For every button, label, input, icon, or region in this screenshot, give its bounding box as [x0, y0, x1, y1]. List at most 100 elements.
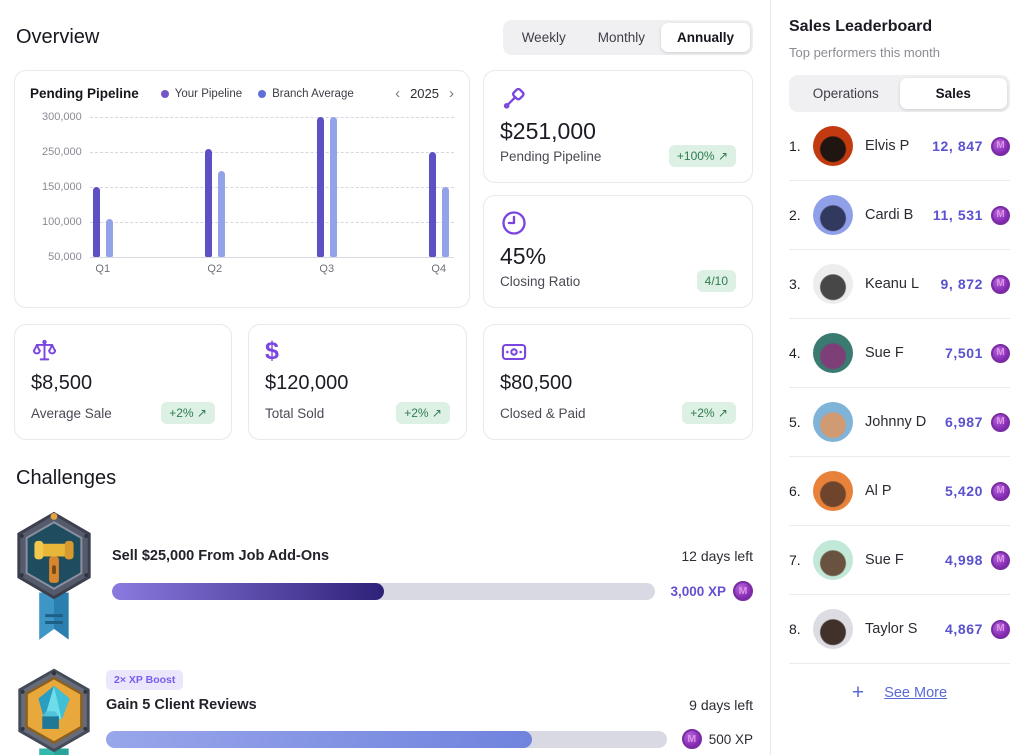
leaderboard-avatar: [813, 609, 853, 649]
challenge-progress-bar: [112, 582, 656, 600]
chevron-left-icon[interactable]: ‹: [395, 85, 401, 102]
leaderboard-avatar: [813, 195, 853, 235]
tab-operations[interactable]: Operations: [792, 78, 900, 109]
stat-label: Total Sold: [265, 405, 325, 421]
rank-label: 4.: [789, 345, 801, 361]
chart-header: Pending Pipeline Your Pipeline Branch Av…: [30, 86, 454, 101]
days-left: 9 days left: [689, 697, 753, 713]
leaderboard-list: 1. Elvis P 12, 847 M 2. Cardi B 11, 531 …: [789, 112, 1010, 664]
progress-row: M 500 XP: [106, 729, 753, 749]
tab-weekly[interactable]: Weekly: [506, 23, 582, 52]
closing-ratio-kpi-card: 45% Closing Ratio 4/10: [483, 195, 753, 308]
bar: [428, 152, 436, 257]
leaderboard-row[interactable]: 4. Sue F 7,501 M: [789, 319, 1010, 388]
plus-icon[interactable]: +: [851, 681, 865, 704]
tab-sales[interactable]: Sales: [899, 78, 1007, 109]
leaderboard-title: Sales Leaderboard: [789, 18, 933, 35]
challenge-title: Sell $25,000 From Job Add-Ons: [112, 548, 330, 564]
clock-icon: [500, 209, 736, 239]
leaderboard-row[interactable]: 8. Taylor S 4,867 M: [789, 595, 1010, 664]
average-sale-card: $8,500 Average Sale +2% ↗: [14, 324, 232, 440]
challenge-content: Sell $25,000 From Job Add-Ons 12 days le…: [98, 508, 753, 648]
challenge-content: 2× XP Boost Gain 5 Client Reviews 9 days…: [98, 666, 753, 755]
bar-group-Q3: [316, 117, 337, 257]
chevron-right-icon[interactable]: ›: [449, 85, 454, 102]
leaderboard-row[interactable]: 3. Keanu L 9, 872 M: [789, 250, 1010, 319]
page-title: Overview: [16, 26, 100, 48]
challenge-row: 2× XP Boost Gain 5 Client Reviews 9 days…: [14, 666, 753, 755]
leaderboard-row[interactable]: 1. Elvis P 12, 847 M: [789, 112, 1010, 181]
legend-item: Your Pipeline: [160, 88, 242, 100]
leaderboard-row[interactable]: 5. Johnny D 6,987 M: [789, 388, 1010, 457]
member-name: Keanu L: [865, 276, 920, 292]
coin-icon: M: [991, 481, 1010, 501]
kpi-label: Pending Pipeline: [500, 148, 602, 164]
change-badge: +2% ↗: [161, 402, 215, 424]
challenge-progress-bar: [106, 730, 667, 748]
x-axis-tick-label: Q4: [431, 263, 447, 275]
year-label: 2025: [410, 86, 439, 101]
xp-reward: M 500 XP: [681, 729, 753, 749]
challenge-progress-fill: [112, 582, 384, 600]
y-axis-tick-label: 300,000: [41, 111, 82, 123]
tab-monthly[interactable]: Monthly: [582, 23, 661, 52]
leaderboard-row[interactable]: 7. Sue F 4,998 M: [789, 526, 1010, 595]
challenge-title: Gain 5 Client Reviews: [106, 697, 257, 713]
xp-coin-icon: M: [733, 581, 753, 601]
dollar-icon: $: [265, 337, 279, 365]
member-name: Al P: [865, 483, 892, 499]
y-axis-tick-label: 250,000: [41, 146, 82, 158]
bar-group-Q4: [428, 152, 449, 257]
progress-row: 3,000 XP M: [112, 581, 753, 601]
leaderboard-avatar: [813, 402, 853, 442]
challenge-toprow: Gain 5 Client Reviews 9 days left: [106, 697, 753, 713]
member-name: Cardi B: [865, 207, 914, 223]
leaderboard-row[interactable]: 2. Cardi B 11, 531 M: [789, 181, 1010, 250]
leaderboard-row[interactable]: 6. Al P 5,420 M: [789, 457, 1010, 526]
main-column: Overview Weekly Monthly Annually Pending…: [10, 20, 753, 755]
x-axis-tick-label: Q2: [207, 263, 223, 275]
leaderboard-avatar: [813, 126, 853, 166]
chart-gridline: [89, 117, 454, 118]
member-name: Taylor S: [865, 621, 918, 637]
coin-icon: M: [991, 550, 1010, 570]
change-badge: +2% ↗: [682, 402, 736, 424]
year-navigator: ‹ 2025 ›: [395, 86, 454, 101]
xp-coin-icon: M: [681, 729, 702, 749]
xp-reward: 3,000 XP M: [670, 581, 753, 601]
stat-label: Closed & Paid: [500, 405, 586, 421]
change-badge: +2% ↗: [396, 402, 450, 424]
x-axis-tick-label: Q3: [319, 263, 335, 275]
leaderboard-avatar: [813, 333, 853, 373]
top-grid: Pending Pipeline Your Pipeline Branch Av…: [14, 70, 753, 308]
rank-label: 2.: [789, 207, 801, 223]
stat-value: $8,500: [31, 372, 93, 394]
y-axis-tick-label: 100,000: [41, 216, 82, 228]
change-badge: +100% ↗: [668, 145, 736, 167]
coin-icon: M: [991, 343, 1010, 363]
stat-value: $80,500: [500, 372, 573, 394]
bar-group-Q1: [92, 187, 113, 257]
kpi-label-row: Closing Ratio 4/10: [500, 270, 736, 294]
stat-label: Average Sale: [31, 405, 112, 421]
gavel-icon: [500, 84, 736, 114]
bar: [217, 171, 225, 257]
y-axis-tick-label: 50,000: [48, 251, 82, 263]
chart-gridline: [89, 257, 454, 258]
coin-icon: M: [991, 619, 1010, 639]
challenge-badge-image-gem: [10, 666, 98, 755]
tab-annually[interactable]: Annually: [660, 23, 750, 52]
chart-legend: Your Pipeline Branch Average: [160, 88, 395, 100]
member-score: 5,420: [944, 483, 983, 499]
bar: [316, 117, 324, 257]
leaderboard-avatar: [813, 264, 853, 304]
kpi-value: $251,000: [500, 118, 596, 144]
see-more-link[interactable]: See More: [884, 685, 948, 701]
challenge-badge-image-gavel: [10, 508, 98, 648]
rank-label: 6.: [789, 483, 801, 499]
leaderboard-avatar: [813, 540, 853, 580]
ratio-badge: 4/10: [696, 270, 736, 292]
member-score: 4,867: [944, 621, 983, 637]
rank-label: 5.: [789, 414, 801, 430]
challenges-heading: Challenges: [16, 467, 117, 489]
